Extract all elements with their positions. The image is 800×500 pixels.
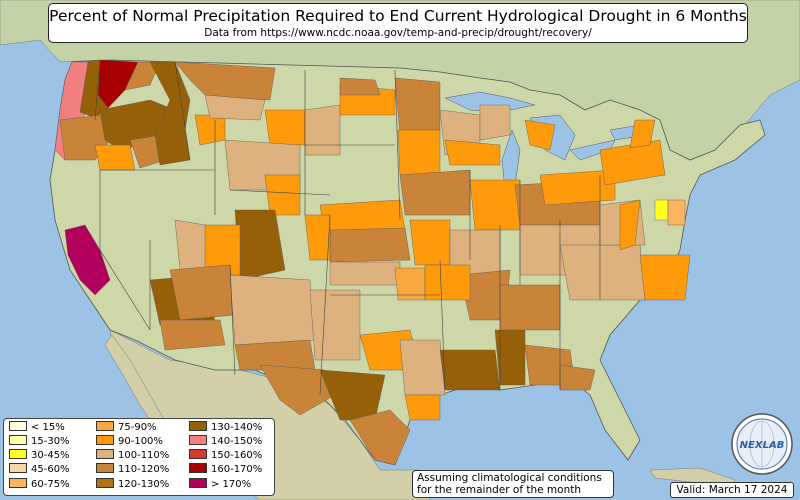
legend-swatch (9, 421, 27, 431)
legend-label: 140-150% (211, 436, 263, 447)
legend-label: 150-160% (211, 450, 263, 461)
legend-label: < 15% (31, 422, 65, 433)
legend-label: > 170% (211, 479, 252, 490)
legend-item: 100-110% (96, 449, 170, 462)
legend-item: 30-45% (9, 449, 70, 462)
valid-date: Valid: March 17 2024 (670, 482, 794, 498)
legend-item: 60-75% (9, 478, 70, 491)
legend-label: 110-120% (118, 464, 170, 475)
legend-item: 140-150% (189, 435, 263, 448)
nexlab-logo-icon: NEXLAB (731, 413, 793, 475)
legend-label: 100-110% (118, 450, 170, 461)
legend-item: 45-60% (9, 463, 70, 476)
legend-swatch (9, 449, 27, 459)
legend-label: 160-170% (211, 464, 263, 475)
note-line-1: Assuming climatological conditions (417, 472, 602, 484)
legend-swatch (96, 449, 114, 459)
legend-label: 130-140% (211, 422, 263, 433)
legend-swatch (96, 478, 114, 488)
legend-swatch (189, 478, 207, 488)
legend-item: 110-120% (96, 463, 170, 476)
legend-swatch (96, 421, 114, 431)
legend-swatch (96, 435, 114, 445)
svg-text:NEXLAB: NEXLAB (740, 440, 785, 451)
legend-swatch (96, 463, 114, 473)
legend-label: 120-130% (118, 479, 170, 490)
map-title: Percent of Normal Precipitation Required… (49, 7, 747, 25)
legend-swatch (189, 449, 207, 459)
legend-item: 150-160% (189, 449, 263, 462)
legend-label: 90-100% (118, 436, 163, 447)
legend-swatch (9, 435, 27, 445)
legend: < 15% 15-30% 30-45% 45-60% 60-75% 75-90%… (3, 418, 275, 496)
legend-swatch (189, 435, 207, 445)
legend-swatch (9, 463, 27, 473)
legend-swatch (189, 421, 207, 431)
legend-item: 130-140% (189, 421, 263, 434)
legend-label: 30-45% (31, 450, 70, 461)
legend-item: > 170% (189, 478, 252, 491)
map-subtitle: Data from https://www.ncdc.noaa.gov/temp… (204, 27, 592, 39)
legend-swatch (189, 463, 207, 473)
state-borders (94, 59, 601, 396)
note-line-2: for the remainder of the month (417, 484, 582, 496)
legend-item: 120-130% (96, 478, 170, 491)
legend-swatch (9, 478, 27, 488)
legend-label: 75-90% (118, 422, 157, 433)
title-box: Percent of Normal Precipitation Required… (48, 3, 748, 43)
legend-item: 15-30% (9, 435, 70, 448)
legend-label: 60-75% (31, 479, 70, 490)
legend-label: 15-30% (31, 436, 70, 447)
legend-item: 160-170% (189, 463, 263, 476)
climatology-note: Assuming climatological conditions for t… (412, 470, 614, 498)
legend-item: < 15% (9, 421, 65, 434)
legend-item: 75-90% (96, 421, 157, 434)
legend-label: 45-60% (31, 464, 70, 475)
legend-item: 90-100% (96, 435, 163, 448)
drought-regions (54, 59, 691, 466)
